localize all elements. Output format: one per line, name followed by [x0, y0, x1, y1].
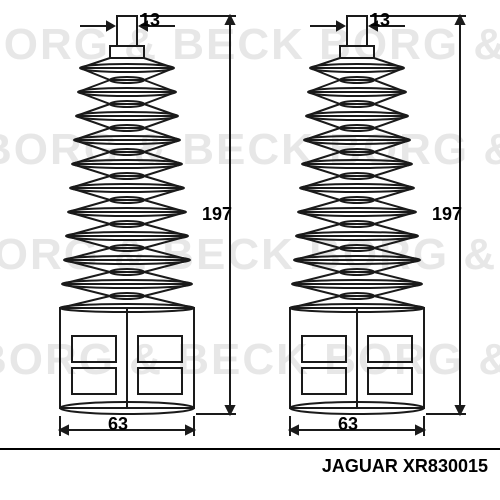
boot-unit-left: 13 197 63 — [30, 8, 245, 440]
diagram-container: BORG & BECK BORG & BECK BORG & BECK BORG… — [0, 0, 500, 500]
footer-part-info: JAGUAR XR830015 — [322, 456, 488, 477]
footer-brand: JAGUAR — [322, 456, 398, 476]
dim-base-label: 63 — [338, 414, 358, 435]
boot-unit-right: 13 197 63 — [260, 8, 475, 440]
dim-height-label: 197 — [432, 204, 462, 225]
dim-base-label: 63 — [108, 414, 128, 435]
footer-part-number: XR830015 — [403, 456, 488, 476]
dim-height-label: 197 — [202, 204, 232, 225]
footer-divider — [0, 448, 500, 450]
diagram-area: BORG & BECK BORG & BECK BORG & BECK BORG… — [0, 0, 500, 448]
dim-top-label: 13 — [140, 10, 160, 31]
dim-top-label: 13 — [370, 10, 390, 31]
